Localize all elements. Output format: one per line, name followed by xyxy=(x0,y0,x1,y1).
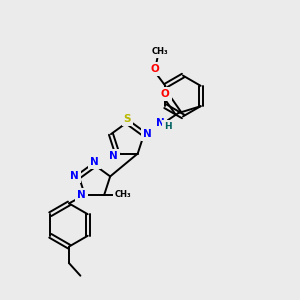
Text: N: N xyxy=(109,151,118,161)
Text: O: O xyxy=(161,88,170,99)
Text: S: S xyxy=(124,113,131,124)
Text: N: N xyxy=(157,118,165,128)
Text: N: N xyxy=(70,171,79,182)
Text: CH₃: CH₃ xyxy=(152,47,169,56)
Text: H: H xyxy=(164,122,172,131)
Text: O: O xyxy=(151,64,159,74)
Text: N: N xyxy=(77,190,86,200)
Text: CH₃: CH₃ xyxy=(115,190,131,199)
Text: N: N xyxy=(143,129,152,139)
Text: N: N xyxy=(90,157,99,167)
